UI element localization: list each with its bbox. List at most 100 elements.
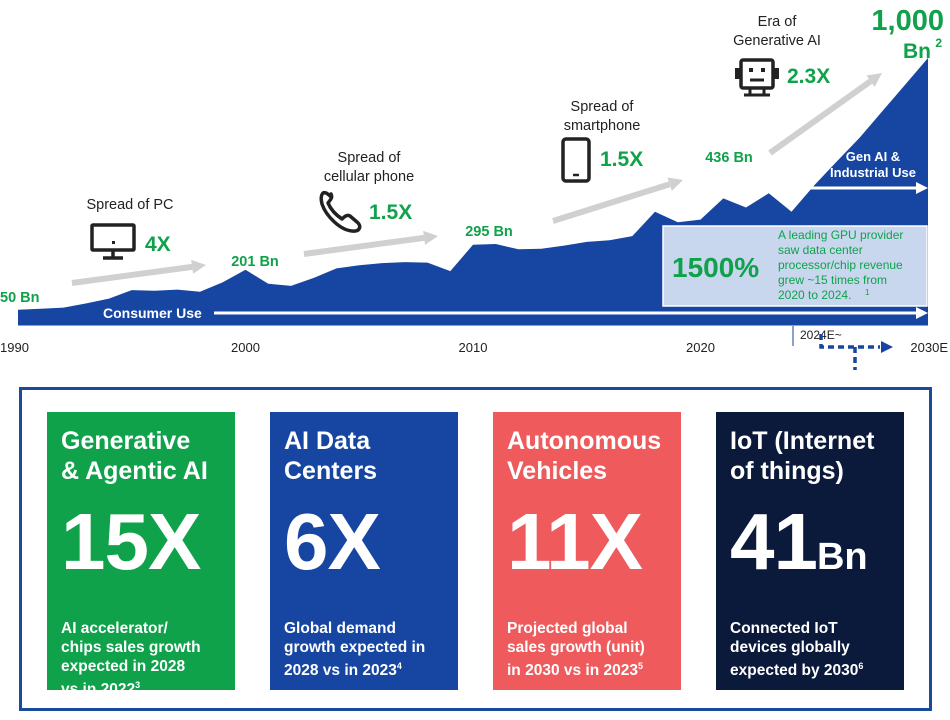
card-desc-line-last: vs in 20223 — [61, 676, 221, 699]
card-description: AI accelerator/ chips sales growth expec… — [61, 619, 221, 699]
gen-ai-label: Industrial Use — [830, 165, 916, 180]
card-big-unit: Bn — [816, 536, 868, 578]
forecast-arrowhead — [881, 341, 893, 353]
consumer-use-arrowhead — [916, 307, 928, 319]
forecast-dashed-line — [819, 334, 880, 349]
growth-arrow — [552, 181, 671, 224]
callout-text-line: A leading GPU provider — [778, 228, 903, 242]
growth-arrowhead — [866, 73, 882, 87]
footnote-ref: 6 — [858, 661, 864, 671]
card-big-number: 6X — [284, 502, 444, 597]
era-growth: 4X — [145, 233, 171, 256]
card-title-line: IoT (Internet — [730, 427, 875, 455]
smartphone-icon — [561, 137, 591, 183]
card-title-line: Vehicles — [507, 457, 608, 485]
card-big-value: 15X — [61, 497, 201, 586]
card-iot: IoT (Internet of things) 41Bn Connected … — [716, 412, 904, 690]
card-desc-line: growth expected in — [284, 639, 426, 656]
point-label: 201 Bn — [231, 254, 279, 270]
card-desc-line-last: in 2030 vs in 20235 — [507, 657, 667, 680]
card-desc-line: AI accelerator/ — [61, 620, 168, 637]
card-desc-line: sales growth (unit) — [507, 639, 645, 656]
callout-text-line: processor/chip revenue — [778, 258, 903, 272]
robot-icon-eye-right — [761, 68, 765, 72]
era-label: Era of — [758, 14, 798, 30]
card-description: Projected global sales growth (unit) in … — [507, 619, 667, 680]
card-big-value: 6X — [284, 497, 381, 586]
card-desc-text: in 2030 vs in 2023 — [507, 662, 638, 680]
monitor-icon — [90, 223, 136, 252]
footnote-ref: 1 — [865, 288, 870, 297]
card-title-line: Autonomous — [507, 427, 662, 455]
card-title-line: & Agentic AI — [61, 457, 208, 485]
card-desc-line: Projected global — [507, 620, 628, 637]
callout-big-number: 1500% — [672, 252, 759, 283]
era-growth: 1.5X — [369, 201, 412, 224]
card-title: Autonomous Vehicles — [507, 426, 667, 486]
card-big-value: 11X — [507, 497, 643, 586]
point-label-final: 1,000 — [871, 5, 944, 37]
card-title: Generative & Agentic AI — [61, 426, 221, 486]
robot-icon-ear-right — [774, 68, 779, 79]
footnote-ref: 4 — [396, 661, 402, 671]
era-label: Spread of — [571, 99, 635, 115]
card-desc-line: expected in 2028 — [61, 658, 186, 675]
growth-arrowhead — [667, 177, 683, 191]
segment-cards-panel: Generative & Agentic AI 15X AI accelerat… — [19, 387, 932, 711]
gen-ai-arrowhead — [916, 182, 928, 194]
era-label: Spread of PC — [86, 197, 173, 213]
card-big-number: 41Bn — [730, 502, 890, 597]
x-tick-label: 2020 — [686, 340, 715, 355]
card-description: Connected IoT devices globally expected … — [730, 619, 890, 680]
card-desc-line: Global demand — [284, 620, 396, 637]
card-title-line: Generative — [61, 427, 191, 455]
card-ai-data-centers: AI Data Centers 6X Global demand growth … — [270, 412, 458, 690]
card-big-value: 41 — [730, 497, 818, 586]
gen-ai-label: Gen AI & — [846, 149, 900, 164]
card-generative-ai: Generative & Agentic AI 15X AI accelerat… — [47, 412, 235, 698]
card-big-number: 15X — [61, 502, 221, 597]
semiconductor-market-chart: 1990 2000 2010 2020 2030E 50 Bn 201 Bn 295 Bn 43… — [0, 5, 948, 370]
card-desc-line: chips sales growth — [61, 639, 201, 656]
growth-arrow — [303, 234, 425, 257]
growth-arrowhead — [191, 259, 206, 274]
x-tick-label: 2000 — [231, 340, 260, 355]
card-desc-line: Connected IoT — [730, 620, 838, 637]
x-tick-label: 2010 — [459, 340, 488, 355]
robot-icon — [739, 58, 775, 90]
card-title: AI Data Centers — [284, 426, 444, 486]
monitor-icon-dot — [112, 241, 115, 244]
era-growth: 1.5X — [600, 148, 643, 171]
card-autonomous-vehicles: Autonomous Vehicles 11X Projected global… — [493, 412, 681, 690]
growth-arrow — [768, 78, 873, 156]
card-title-line: AI Data — [284, 427, 371, 455]
footnote-ref: 2 — [935, 36, 942, 50]
era-label: Generative AI — [733, 33, 821, 49]
card-desc-text: 2028 vs in 2023 — [284, 662, 397, 680]
callout-box — [662, 225, 928, 307]
point-label-unit: Bn — [903, 40, 931, 63]
era-label: Spread of — [338, 150, 402, 166]
robot-icon-ear-left — [735, 68, 740, 79]
card-desc-line: devices globally — [730, 639, 850, 656]
card-desc-line-last: 2028 vs in 20234 — [284, 657, 444, 680]
era-label: cellular phone — [324, 169, 414, 185]
footnote-ref: 5 — [637, 661, 643, 671]
card-big-number: 11X — [507, 502, 667, 597]
footnote-ref: 3 — [135, 680, 141, 690]
card-title-line: Centers — [284, 457, 378, 485]
consumer-use-label: Consumer Use — [103, 305, 202, 321]
card-description: Global demand growth expected in 2028 vs… — [284, 619, 444, 680]
point-label: 295 Bn — [465, 224, 513, 240]
callout-text-line: saw data center — [778, 243, 863, 257]
callout-text-line: 2020 to 2024. — [778, 288, 851, 302]
era-growth: 2.3X — [787, 65, 830, 88]
era-label: smartphone — [564, 118, 641, 134]
callout-text-line: grew ~15 times from — [778, 273, 887, 287]
card-desc-text: expected by 2030 — [730, 662, 859, 680]
x-tick-label: 2030E — [910, 340, 948, 355]
x-tick-label: 1990 — [0, 340, 29, 355]
point-label: 50 Bn — [0, 290, 40, 306]
phone-handset-icon — [319, 191, 362, 233]
growth-arrowhead — [423, 230, 438, 245]
